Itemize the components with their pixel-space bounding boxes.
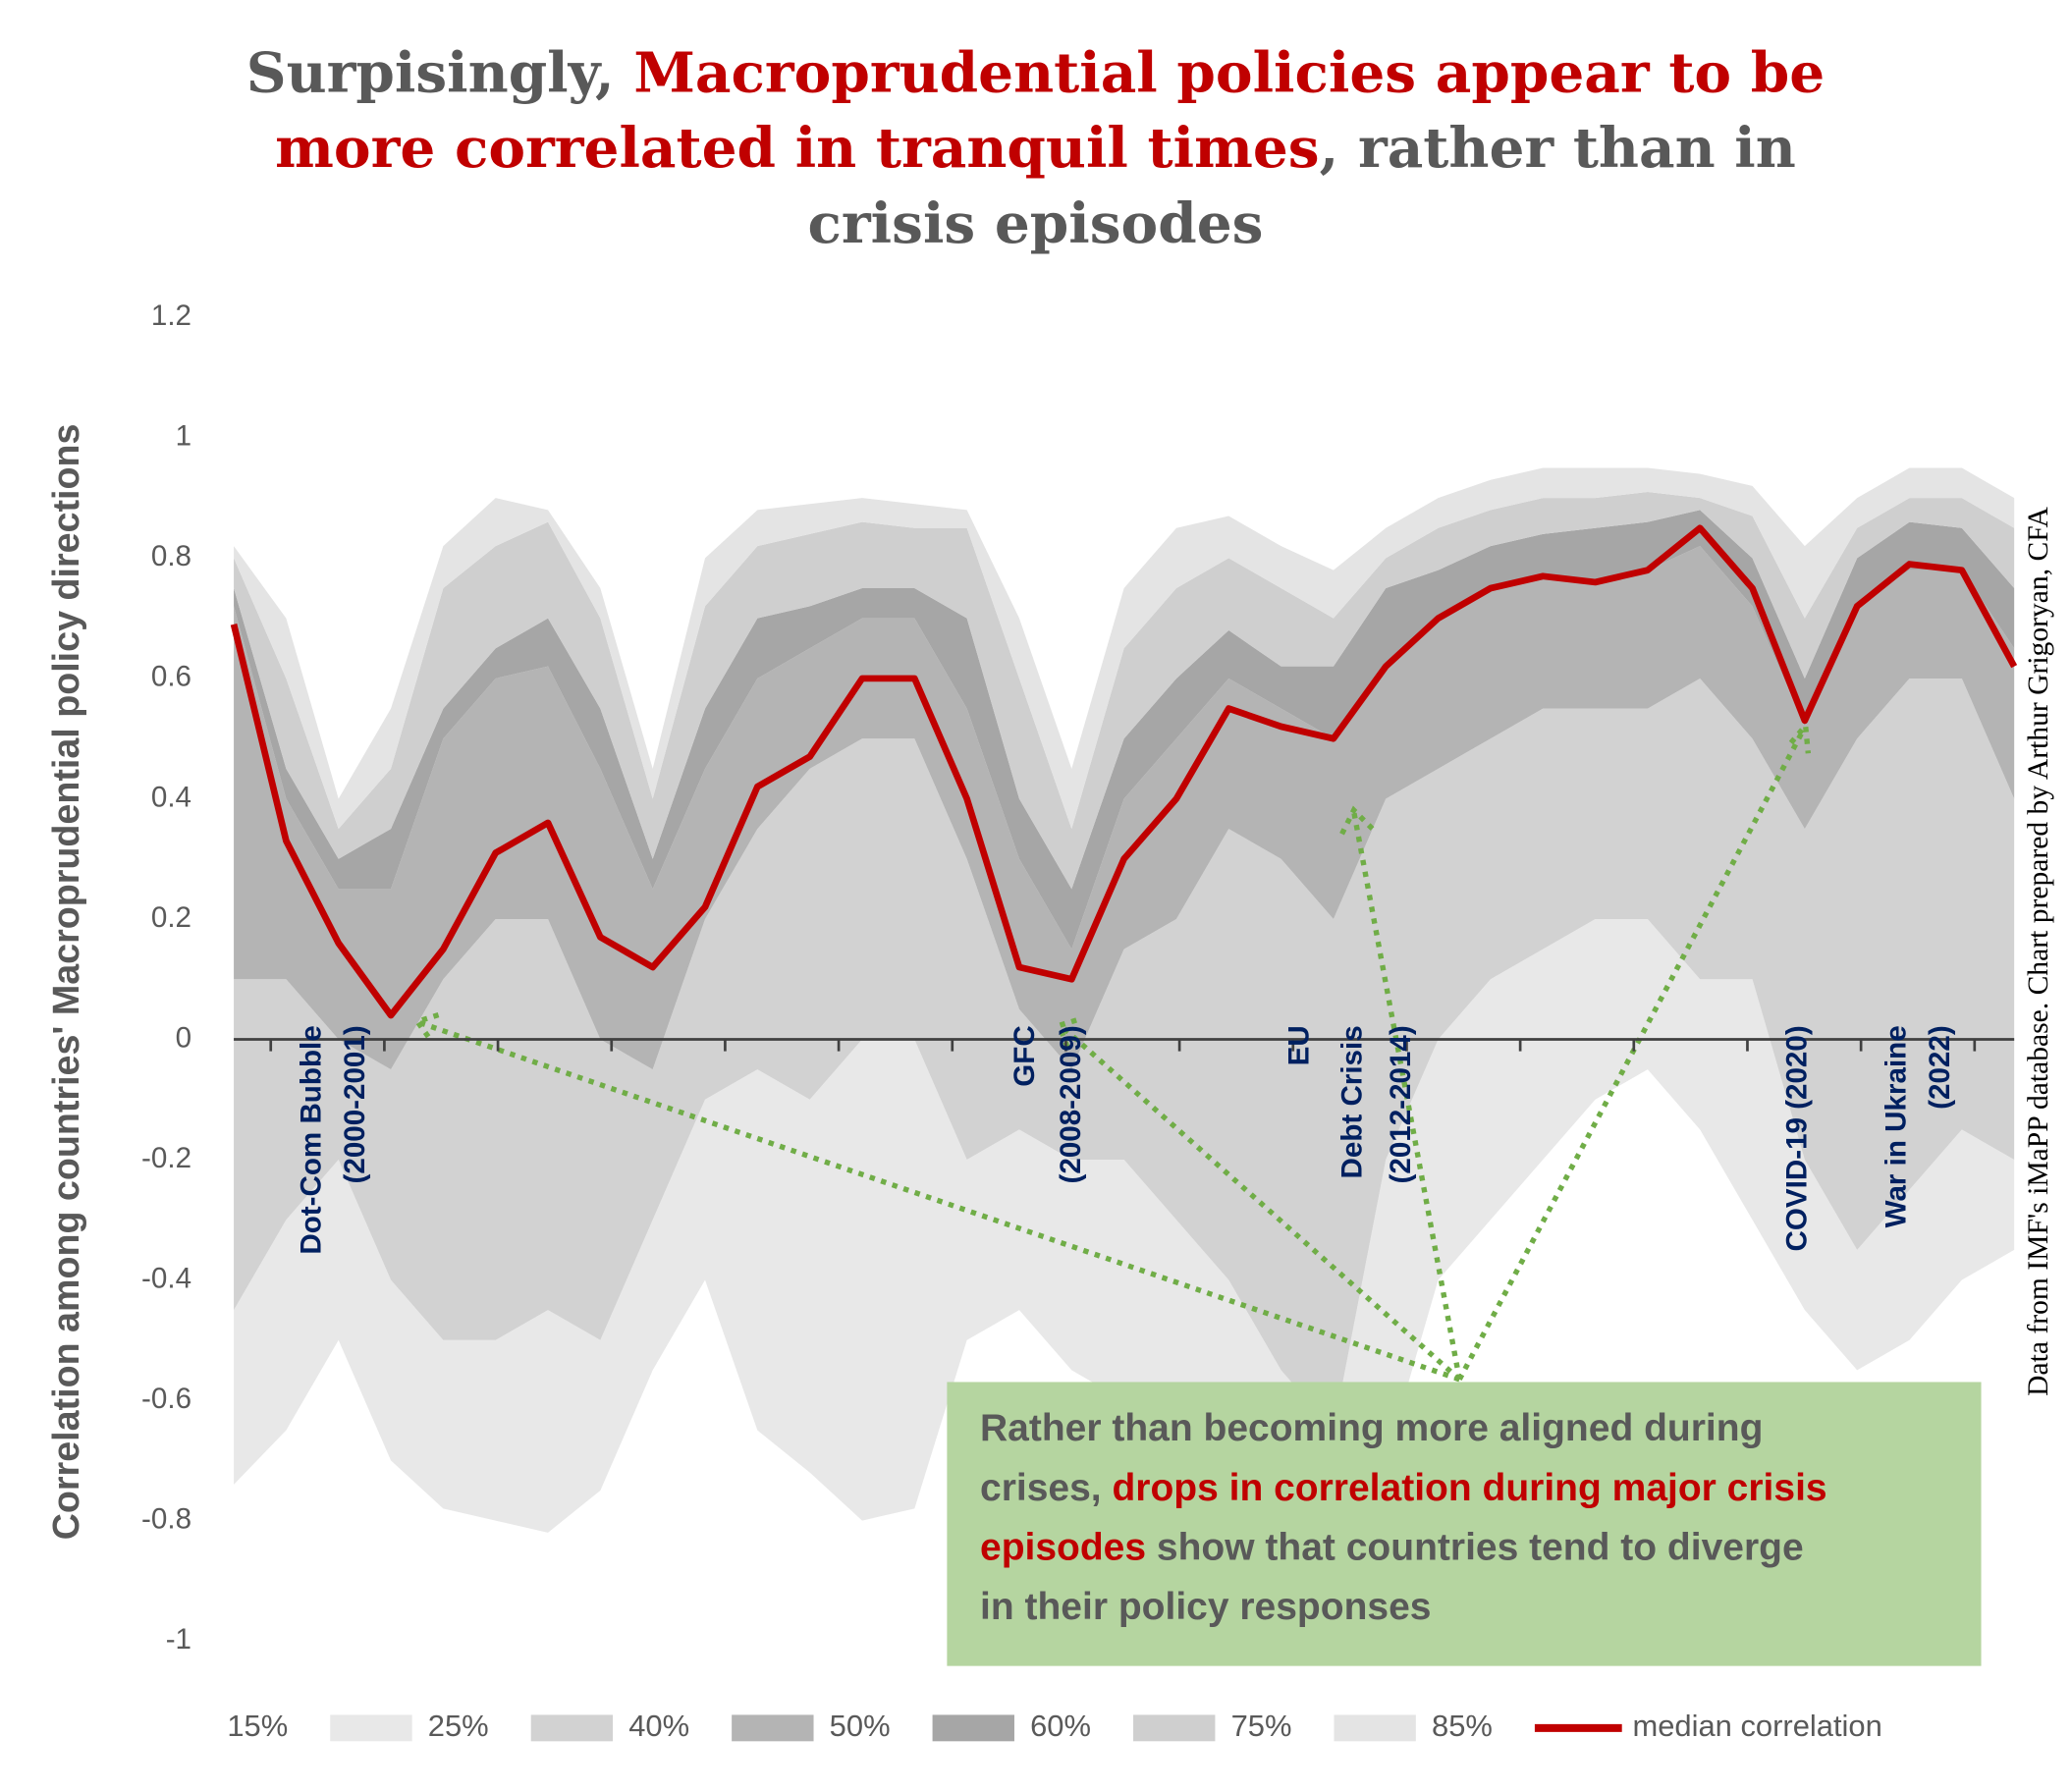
legend-swatch	[530, 1714, 614, 1742]
y-tick-label: -0.8	[141, 1502, 191, 1535]
y-tick-label: -0.6	[141, 1383, 191, 1415]
callout-text: Rather than becoming more aligned during	[980, 1408, 1763, 1450]
legend-swatch	[1133, 1714, 1216, 1742]
callout-box	[947, 1382, 1982, 1666]
callout-part: episodes	[980, 1527, 1146, 1569]
callout-text: episodes show that countries tend to div…	[980, 1527, 1804, 1569]
y-tick-label: 1	[176, 420, 191, 453]
chart-title: Surpisingly, Macroprudential policies ap…	[246, 40, 1825, 105]
y-tick-label: 1.2	[151, 299, 191, 332]
arrows	[412, 719, 1812, 1383]
legend-label: 75%	[1231, 1709, 1292, 1743]
source-note: Data from IMF's iMaPP database. Chart pr…	[2023, 507, 2054, 1396]
legend-label: 85%	[1432, 1709, 1493, 1743]
title-part: crisis episodes	[808, 191, 1264, 256]
crisis-label: War in Ukraine	[1880, 1025, 1913, 1227]
legend-swatch	[330, 1714, 412, 1742]
bands	[234, 467, 2015, 1533]
chart-title: crisis episodes	[808, 191, 1264, 256]
y-tick-label: -0.2	[141, 1142, 191, 1174]
arrow	[1456, 727, 1807, 1382]
arrow-head	[1339, 805, 1376, 836]
chart-title: more correlated in tranquil times, rathe…	[275, 116, 1796, 181]
legend-swatch	[1334, 1714, 1416, 1742]
title-part: more correlated in tranquil times	[275, 116, 1319, 181]
arrow	[1351, 810, 1462, 1381]
crisis-label: GFC	[1008, 1025, 1041, 1086]
legend-label: median correlation	[1632, 1709, 1881, 1743]
legend-label: 40%	[628, 1709, 689, 1743]
band	[234, 492, 2015, 890]
arrow	[418, 1020, 1461, 1383]
band	[234, 510, 2015, 950]
callout-part: show that countries tend to diverge	[1146, 1527, 1804, 1569]
band	[234, 918, 2015, 1533]
y-tick-label: 0.8	[151, 540, 191, 572]
title-part: Macroprudential policies appear to be	[633, 40, 1825, 105]
y-tick-label: 0.6	[151, 661, 191, 693]
arrow-head	[412, 1011, 440, 1042]
callout-text: in their policy responses	[980, 1586, 1431, 1628]
crisis-label: (2000-2001)	[339, 1025, 371, 1183]
crisis-label: EU	[1283, 1025, 1316, 1065]
crisis-label: Debt Crisis	[1335, 1025, 1368, 1178]
legend-label: 25%	[428, 1709, 489, 1743]
crisis-label: (2022)	[1924, 1025, 1956, 1109]
crisis-label: (2012-2014)	[1385, 1025, 1417, 1183]
callout-part: drops in correlation during major crisis	[1112, 1467, 1826, 1509]
legend-swatch	[732, 1714, 814, 1742]
legend-swatch	[932, 1714, 1014, 1742]
title-part: , rather than in	[1320, 116, 1796, 181]
crisis-label: Dot-Com Bubble	[296, 1025, 328, 1254]
callout-part: crises,	[980, 1467, 1112, 1509]
y-tick-label: 0	[176, 1021, 191, 1054]
y-tick-label: -1	[166, 1623, 191, 1656]
crisis-label: COVID-19 (2020)	[1781, 1025, 1814, 1251]
legend-label: 15%	[227, 1709, 288, 1743]
y-tick-label: 0.2	[151, 901, 191, 934]
legend-label: 50%	[830, 1709, 891, 1743]
callout-text: crises, drops in correlation during majo…	[980, 1467, 1827, 1509]
arrow	[1059, 1023, 1462, 1382]
legend-swatch	[130, 1714, 211, 1741]
y-tick-label: -0.4	[141, 1262, 191, 1294]
legend-label: 60%	[1030, 1709, 1091, 1743]
y-axis-label: Correlation among countries' Macropruden…	[45, 424, 86, 1541]
band	[234, 678, 2015, 1431]
crisis-label: (2008-2009)	[1055, 1025, 1087, 1183]
median-line	[230, 524, 2018, 1019]
callout-part: Rather than becoming more aligned during	[980, 1408, 1763, 1450]
y-tick-label: 0.4	[151, 781, 191, 813]
title-part: Surpisingly,	[246, 40, 634, 105]
callout-part: in their policy responses	[980, 1586, 1431, 1628]
